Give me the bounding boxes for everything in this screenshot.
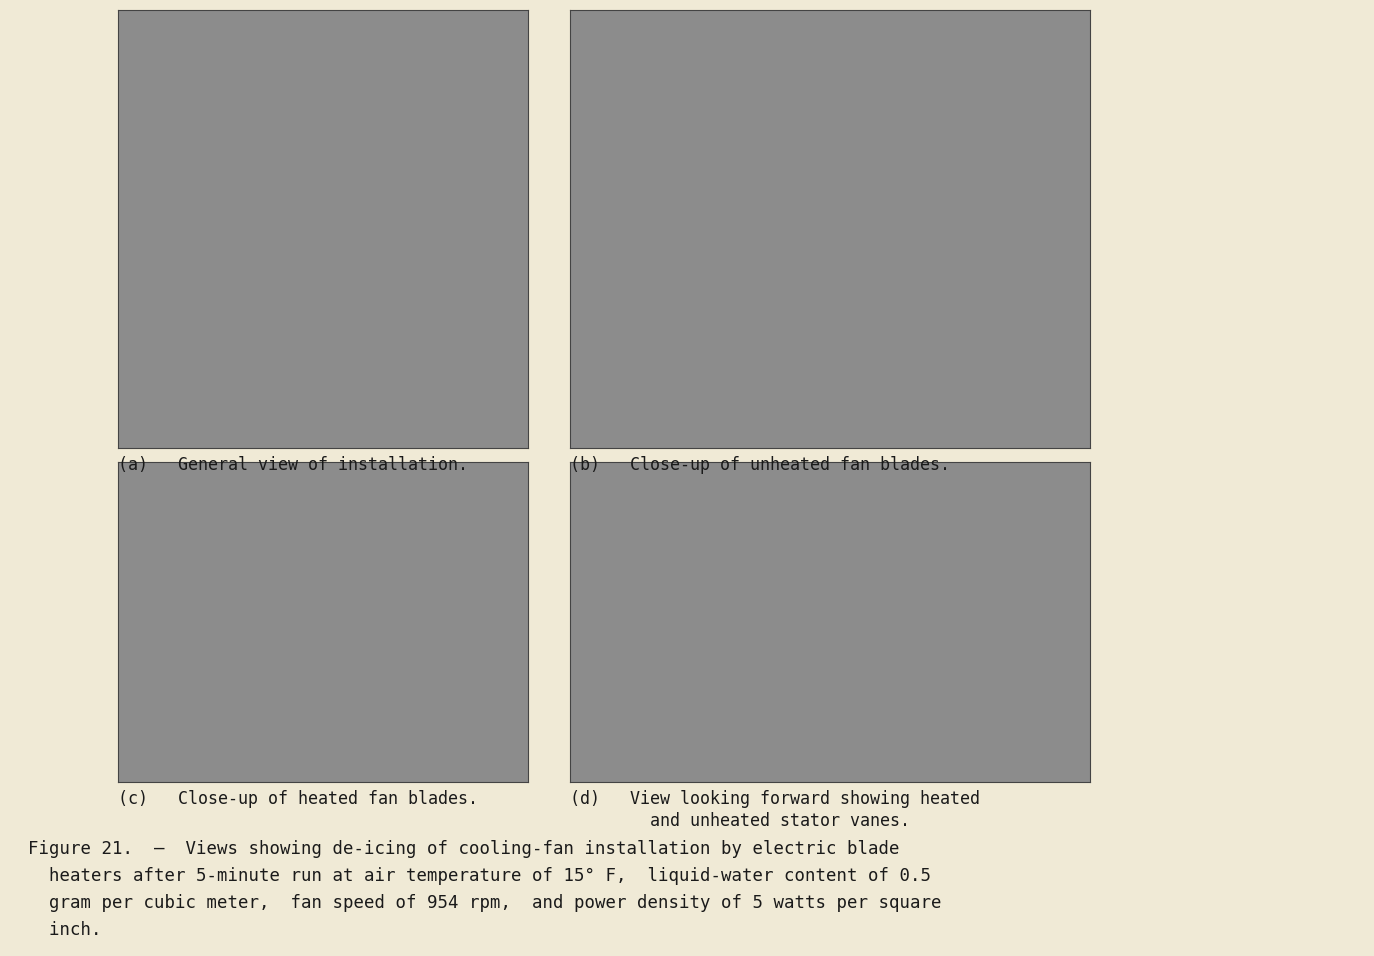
Text: inch.: inch.	[27, 921, 102, 939]
Text: (a)   General view of installation.: (a) General view of installation.	[118, 456, 469, 474]
Text: heaters after 5-minute run at air temperature of 15° F,  liquid-water content of: heaters after 5-minute run at air temper…	[27, 867, 932, 885]
Text: gram per cubic meter,  fan speed of 954 rpm,  and power density of 5 watts per s: gram per cubic meter, fan speed of 954 r…	[27, 894, 941, 912]
Text: Figure 21.  –  Views showing de-icing of cooling-fan installation by electric bl: Figure 21. – Views showing de-icing of c…	[27, 840, 900, 858]
Text: (c)   Close-up of heated fan blades.: (c) Close-up of heated fan blades.	[118, 790, 478, 808]
Text: (b)   Close-up of unheated fan blades.: (b) Close-up of unheated fan blades.	[570, 456, 949, 474]
Text: and unheated stator vanes.: and unheated stator vanes.	[570, 812, 910, 830]
Text: (d)   View looking forward showing heated: (d) View looking forward showing heated	[570, 790, 980, 808]
